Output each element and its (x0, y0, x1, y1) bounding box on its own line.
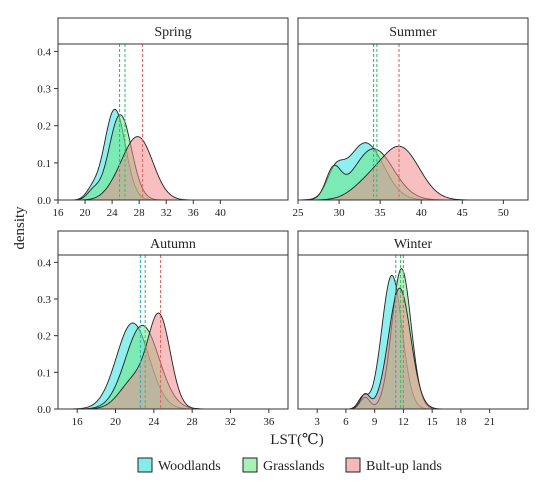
panel-strip (57, 230, 289, 256)
plot-border (297, 43, 529, 201)
x-tick-label: 40 (416, 207, 428, 219)
density-areas (58, 312, 288, 409)
y-tick-label: 0.0 (37, 404, 51, 416)
density-area-bult-up-lands (298, 146, 528, 200)
panel-strip (57, 17, 289, 45)
panel-autumn: Autumn 16 20 24 28 32 36 0.0 0.1 0.2 0.3 0.4 (37, 230, 289, 428)
density-line-bult-up-lands (58, 312, 288, 409)
x-tick-label: 25 (293, 207, 305, 219)
density-area-bult-up-lands (58, 136, 288, 200)
x-tick-label: 24 (107, 207, 119, 219)
panel-title: Winter (394, 237, 433, 252)
x-tick-label: 12 (398, 416, 409, 428)
density-line-grasslands (298, 267, 528, 409)
panel-winter: Winter 3 6 9 12 15 18 21 (297, 230, 529, 428)
panel-title: Summer (389, 25, 437, 40)
x-tick-label: 6 (343, 416, 349, 428)
y-axis-label: density (12, 206, 28, 250)
plot-border (297, 254, 529, 410)
density-line-woodlands (58, 108, 288, 200)
x-tick-label: 35 (375, 207, 387, 219)
x-tick-label: 9 (372, 416, 378, 428)
y-tick-label: 0.1 (37, 367, 51, 379)
y-tick-label: 0.1 (37, 158, 51, 170)
x-tick-label: 28 (134, 207, 146, 219)
x-tick-label: 36 (263, 416, 275, 428)
legend-label-woodlands: Woodlands (158, 459, 221, 474)
y-tick-label: 0.3 (37, 84, 51, 96)
panel-title: Spring (154, 25, 191, 40)
legend: Woodlands Grasslands Bult-up lands (137, 457, 442, 474)
density-line-grasslands (58, 114, 288, 200)
y-tick-label: 0.3 (37, 294, 51, 306)
panel-strip (297, 230, 529, 256)
x-tick-label: 50 (498, 207, 510, 219)
x-tick-label: 30 (334, 207, 346, 219)
plot-border (57, 254, 289, 410)
density-area-bult-up-lands (58, 312, 288, 409)
y-tick-label: 0.2 (37, 331, 51, 343)
x-tick-label: 20 (110, 416, 122, 428)
panel-summer: Summer 25 30 35 40 45 50 (293, 17, 529, 219)
x-tick-label: 32 (225, 416, 236, 428)
x-tick-label: 24 (148, 416, 160, 428)
plot-border (57, 43, 289, 201)
legend-label-grasslands: Grasslands (263, 459, 324, 474)
panel-spring: Spring 16 20 24 28 32 36 40 0.0 0.1 0.2 0.3 0.4 (37, 17, 289, 219)
legend-swatch-bult-up-lands (345, 457, 361, 473)
x-tick-label: 32 (161, 207, 172, 219)
y-tick-label: 0.4 (37, 257, 51, 269)
density-area-grasslands (58, 325, 288, 409)
density-line-bult-up-lands (298, 287, 528, 409)
x-tick-label: 15 (427, 416, 439, 428)
legend-swatch-grasslands (242, 457, 258, 473)
density-areas (298, 142, 528, 200)
y-tick-label: 0.0 (37, 195, 51, 207)
x-tick-label: 20 (80, 207, 92, 219)
legend-label-bult-up-lands: Bult-up lands (366, 459, 442, 474)
x-tick-label: 18 (455, 416, 467, 428)
density-line-bult-up-lands (58, 136, 288, 200)
x-tick-label: 28 (187, 416, 199, 428)
density-areas (298, 267, 528, 409)
x-tick-label: 16 (72, 416, 84, 428)
x-tick-label: 16 (53, 207, 65, 219)
y-tick-label: 0.4 (37, 46, 51, 58)
density-areas (58, 108, 288, 200)
panel-strip (297, 17, 529, 45)
legend-swatch-woodlands (137, 457, 153, 473)
panel-title: Autumn (150, 237, 196, 252)
density-line-bult-up-lands (298, 145, 528, 200)
x-tick-label: 3 (314, 416, 320, 428)
x-tick-label: 21 (484, 416, 495, 428)
density-area-bult-up-lands (298, 288, 528, 409)
y-tick-label: 0.2 (37, 121, 51, 133)
x-tick-label: 45 (457, 207, 469, 219)
x-axis-label: LST(℃) (270, 432, 323, 448)
x-tick-label: 40 (215, 207, 227, 219)
plot-area (58, 44, 288, 200)
x-tick-label: 36 (188, 207, 200, 219)
